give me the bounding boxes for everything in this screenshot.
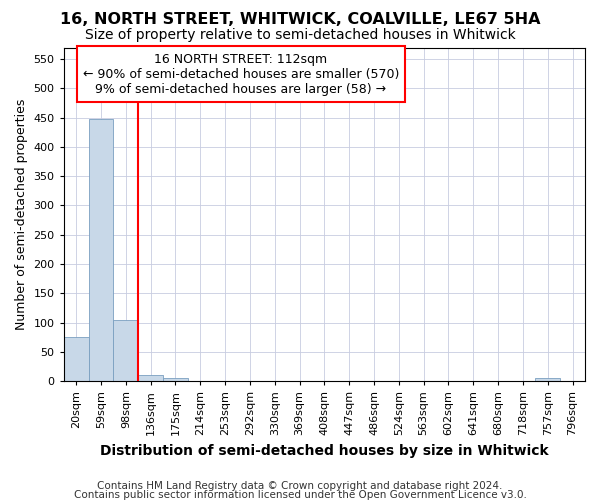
Text: 16, NORTH STREET, WHITWICK, COALVILLE, LE67 5HA: 16, NORTH STREET, WHITWICK, COALVILLE, L… <box>60 12 540 28</box>
Bar <box>163 378 188 381</box>
Text: Contains public sector information licensed under the Open Government Licence v3: Contains public sector information licen… <box>74 490 526 500</box>
Y-axis label: Number of semi-detached properties: Number of semi-detached properties <box>15 98 28 330</box>
Bar <box>138 375 163 381</box>
Text: Contains HM Land Registry data © Crown copyright and database right 2024.: Contains HM Land Registry data © Crown c… <box>97 481 503 491</box>
Bar <box>89 120 113 381</box>
Bar <box>64 337 89 381</box>
Text: Size of property relative to semi-detached houses in Whitwick: Size of property relative to semi-detach… <box>85 28 515 42</box>
Text: 16 NORTH STREET: 112sqm
← 90% of semi-detached houses are smaller (570)
9% of se: 16 NORTH STREET: 112sqm ← 90% of semi-de… <box>83 52 399 96</box>
Bar <box>113 320 138 381</box>
Bar <box>535 378 560 381</box>
X-axis label: Distribution of semi-detached houses by size in Whitwick: Distribution of semi-detached houses by … <box>100 444 548 458</box>
